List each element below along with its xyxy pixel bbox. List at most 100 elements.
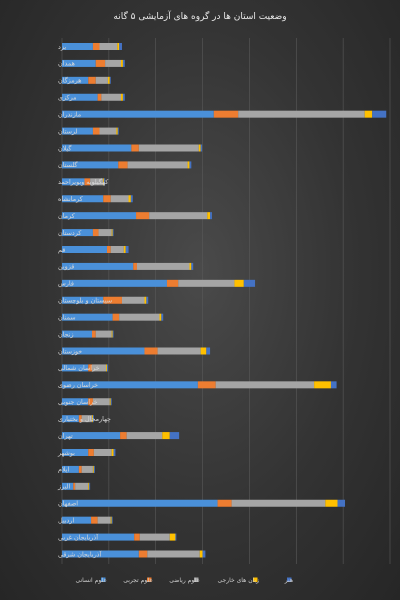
category-label: سمنان xyxy=(58,313,76,321)
bar-segment xyxy=(119,43,122,50)
bar-segment xyxy=(95,59,106,67)
bar-segment xyxy=(106,246,111,253)
bar-segment xyxy=(207,212,211,220)
bar-segment xyxy=(62,449,89,456)
bar-segment xyxy=(337,499,346,507)
bar-segment xyxy=(91,415,93,423)
bar-segment xyxy=(175,533,177,541)
bar-segment xyxy=(136,212,150,220)
gridlines xyxy=(61,38,391,564)
bar-segment xyxy=(105,59,122,67)
bar-segment xyxy=(206,347,211,355)
bar-segment xyxy=(62,262,134,270)
bar-segment xyxy=(178,279,235,287)
bar-segment xyxy=(112,229,114,237)
bar-segment xyxy=(144,347,158,355)
bar-segment xyxy=(139,533,170,541)
legend-label: علوم ریاضی xyxy=(169,577,200,584)
bar-segment xyxy=(166,279,179,287)
bar-segment xyxy=(62,313,113,321)
bar-segment xyxy=(62,381,198,389)
bar-segment xyxy=(62,144,132,152)
bar-segment xyxy=(217,499,232,507)
category-label: همدان xyxy=(58,60,75,68)
bar-segment xyxy=(78,415,82,423)
bar-segment xyxy=(101,93,122,101)
bar-segment xyxy=(106,364,107,372)
bar-segment xyxy=(62,398,89,406)
bar-segment xyxy=(103,178,105,186)
bar-segment xyxy=(120,432,127,440)
bar-segment xyxy=(138,550,148,558)
category-label: آذربایجان شرقی xyxy=(58,549,102,558)
category-label: خوزستان xyxy=(58,347,82,355)
bar-segment xyxy=(62,127,93,135)
bar-segment xyxy=(62,499,218,507)
category-label: سیستان و بلوچستان xyxy=(58,297,112,305)
bar-segment xyxy=(243,279,256,287)
legend-label: زبان های خارجی xyxy=(218,577,260,584)
bar-segment xyxy=(62,330,92,338)
bar-segment xyxy=(99,43,118,50)
category-label: ایلام xyxy=(58,466,70,474)
bar-segment xyxy=(138,144,199,152)
bar-segment xyxy=(117,43,120,50)
bar-segment xyxy=(92,229,99,237)
bar-segment xyxy=(121,59,123,67)
bar-segment xyxy=(95,76,108,84)
bar-segment xyxy=(199,550,203,558)
bar-segment xyxy=(112,313,120,321)
bar-segment xyxy=(119,313,160,321)
bar-segment xyxy=(92,43,100,50)
bar-segment xyxy=(62,432,121,440)
bar-segment xyxy=(88,364,92,372)
category-label: تهران xyxy=(58,432,73,440)
bar-segment xyxy=(128,195,131,203)
bar-segment xyxy=(372,110,387,118)
bar-segment xyxy=(93,449,112,456)
bar-segment xyxy=(97,93,102,101)
bar-segment xyxy=(200,347,207,355)
bar-segment xyxy=(62,415,79,423)
category-label: قم xyxy=(58,246,65,254)
bar-segment xyxy=(162,432,170,440)
bar-segment xyxy=(123,246,126,253)
bar-segment xyxy=(149,212,208,220)
bar-segment xyxy=(111,330,113,338)
category-label: اردبیل xyxy=(58,516,74,524)
bar-segment xyxy=(111,516,113,524)
bar-segment xyxy=(169,533,176,541)
bar-segment xyxy=(159,313,162,321)
bar-segment xyxy=(197,381,216,389)
bar-segment xyxy=(81,415,92,423)
bar-segment xyxy=(90,178,104,186)
bar-segment xyxy=(136,262,190,270)
bar-segment xyxy=(198,144,201,152)
bar-segment xyxy=(62,178,85,186)
bar-segment xyxy=(234,279,244,287)
bar-segment xyxy=(169,432,180,440)
legend-swatch xyxy=(253,577,258,582)
bar-segment xyxy=(112,330,114,338)
bar-segment xyxy=(99,127,117,135)
category-label: فارس xyxy=(58,280,74,288)
category-label: مازندران xyxy=(58,110,81,118)
bar-segment xyxy=(126,432,163,440)
bar-segment xyxy=(111,449,114,456)
bar-segment xyxy=(91,516,98,524)
bar-segment xyxy=(62,516,92,524)
category-label: گلستان xyxy=(58,161,78,169)
category-label: گیلان xyxy=(58,144,72,152)
bar-segment xyxy=(117,127,119,135)
bar-segment xyxy=(330,381,337,389)
category-label: کرمانشاه xyxy=(58,195,84,203)
bar-segment xyxy=(88,482,90,490)
bar-segment xyxy=(62,296,104,304)
bar-segment xyxy=(157,347,201,355)
bar-segment xyxy=(92,127,100,135)
bar-segment xyxy=(62,246,107,253)
bar-segment xyxy=(364,110,373,118)
bar-segment xyxy=(62,93,98,101)
bar-segment xyxy=(97,516,111,524)
